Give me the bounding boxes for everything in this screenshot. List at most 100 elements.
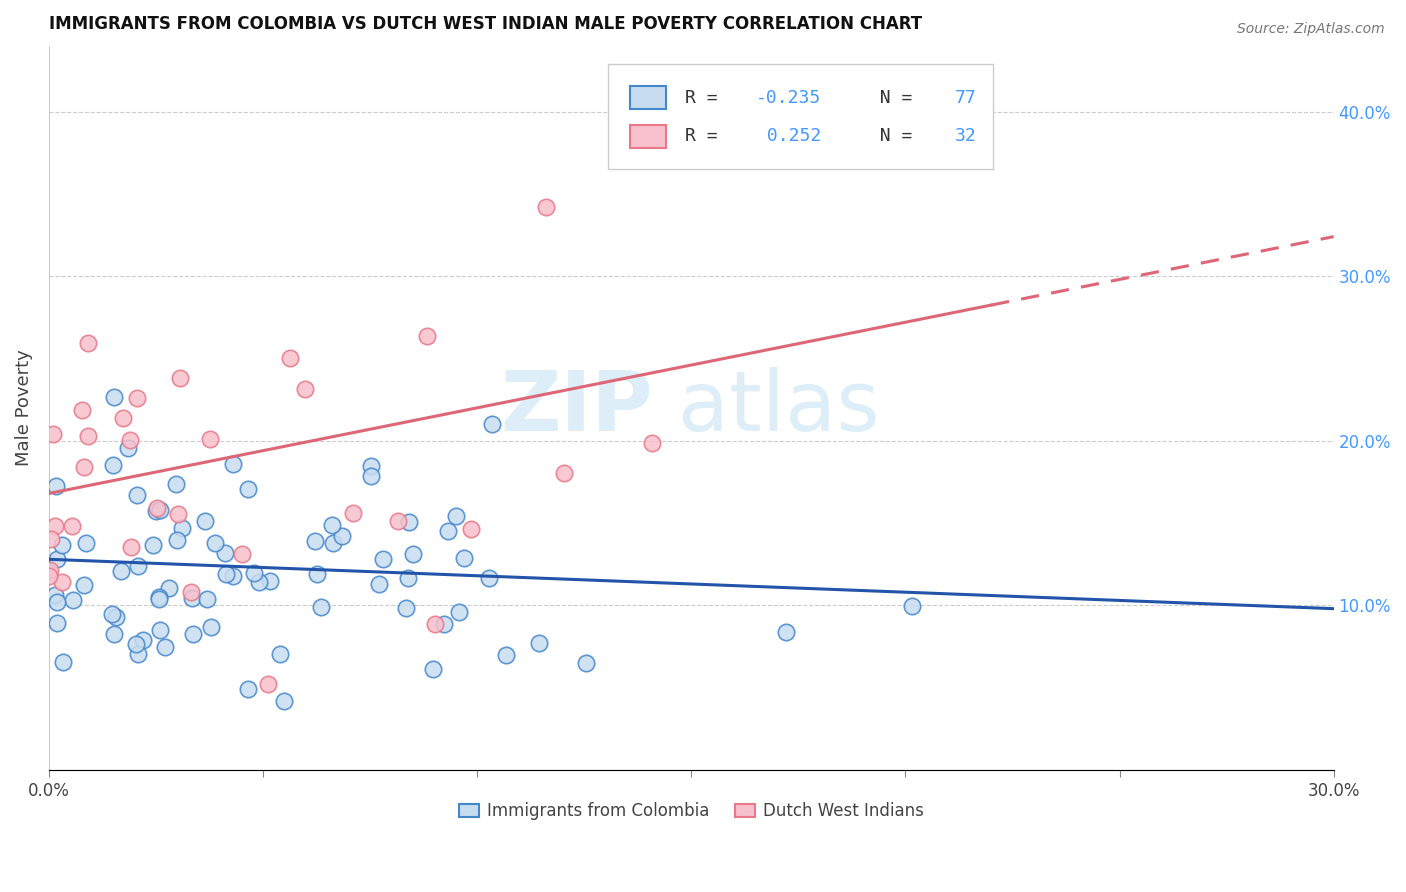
Point bbox=[342, 506, 364, 520]
Point bbox=[110, 564, 132, 578]
Text: N =: N = bbox=[858, 89, 924, 107]
Point bbox=[169, 371, 191, 385]
Point bbox=[125, 488, 148, 502]
Point bbox=[42, 426, 65, 441]
Point bbox=[553, 467, 575, 481]
Point bbox=[142, 538, 165, 552]
Point bbox=[101, 607, 124, 621]
Point bbox=[360, 458, 382, 473]
Point bbox=[478, 571, 501, 585]
Text: IMMIGRANTS FROM COLOMBIA VS DUTCH WEST INDIAN MALE POVERTY CORRELATION CHART: IMMIGRANTS FROM COLOMBIA VS DUTCH WEST I… bbox=[49, 15, 922, 33]
Point bbox=[294, 382, 316, 396]
Point bbox=[127, 647, 149, 661]
Point bbox=[259, 574, 281, 588]
Point bbox=[367, 576, 389, 591]
Point bbox=[181, 627, 204, 641]
Point bbox=[371, 551, 394, 566]
Point bbox=[180, 584, 202, 599]
Point bbox=[165, 477, 187, 491]
Point bbox=[45, 552, 67, 566]
Point bbox=[640, 436, 662, 450]
Point bbox=[45, 479, 67, 493]
Point bbox=[322, 536, 344, 550]
Point bbox=[44, 519, 66, 533]
Point bbox=[247, 575, 270, 590]
Text: 32: 32 bbox=[955, 128, 976, 145]
Point bbox=[269, 648, 291, 662]
Point bbox=[52, 655, 75, 669]
Point bbox=[73, 459, 96, 474]
Point bbox=[257, 676, 280, 690]
Point bbox=[148, 591, 170, 605]
Text: atlas: atlas bbox=[679, 368, 880, 449]
Point bbox=[103, 627, 125, 641]
Point bbox=[104, 609, 127, 624]
Point bbox=[236, 483, 259, 497]
Point bbox=[901, 599, 924, 614]
Point bbox=[166, 508, 188, 522]
Point bbox=[360, 469, 382, 483]
Point bbox=[131, 633, 153, 648]
Point bbox=[433, 617, 456, 632]
Text: R =: R = bbox=[685, 89, 728, 107]
Point bbox=[120, 540, 142, 554]
Point bbox=[444, 508, 467, 523]
Text: ZIP: ZIP bbox=[501, 368, 652, 449]
Point bbox=[76, 429, 98, 443]
Point bbox=[39, 563, 62, 577]
Point bbox=[395, 600, 418, 615]
Point bbox=[148, 591, 170, 606]
Point bbox=[204, 536, 226, 550]
Point bbox=[145, 504, 167, 518]
Point bbox=[447, 605, 470, 619]
Point bbox=[321, 518, 343, 533]
Point bbox=[305, 566, 328, 581]
Text: -0.235: -0.235 bbox=[755, 89, 821, 107]
Point bbox=[73, 578, 96, 592]
Point bbox=[111, 411, 134, 425]
Point bbox=[215, 566, 238, 581]
Point bbox=[127, 558, 149, 573]
Point bbox=[44, 588, 66, 602]
FancyBboxPatch shape bbox=[630, 87, 665, 110]
Point bbox=[72, 402, 94, 417]
Point bbox=[101, 458, 124, 472]
Point bbox=[534, 200, 557, 214]
Point bbox=[575, 656, 598, 670]
Point bbox=[273, 694, 295, 708]
Point bbox=[125, 637, 148, 651]
Point bbox=[157, 582, 180, 596]
Point bbox=[103, 390, 125, 404]
Point bbox=[198, 432, 221, 446]
Point bbox=[453, 550, 475, 565]
Point bbox=[309, 600, 332, 615]
FancyBboxPatch shape bbox=[607, 63, 993, 169]
Point bbox=[529, 636, 551, 650]
Point bbox=[481, 417, 503, 432]
Point bbox=[460, 522, 482, 536]
Point bbox=[396, 571, 419, 585]
Point bbox=[45, 615, 67, 630]
Legend: Immigrants from Colombia, Dutch West Indians: Immigrants from Colombia, Dutch West Ind… bbox=[453, 796, 931, 827]
Point bbox=[304, 534, 326, 549]
Point bbox=[170, 520, 193, 534]
Text: N =: N = bbox=[858, 128, 924, 145]
Point bbox=[51, 575, 73, 590]
Point bbox=[387, 514, 409, 528]
Point bbox=[422, 662, 444, 676]
Point bbox=[125, 391, 148, 405]
Point bbox=[149, 624, 172, 638]
Point bbox=[495, 648, 517, 662]
Text: Source: ZipAtlas.com: Source: ZipAtlas.com bbox=[1237, 22, 1385, 37]
Point bbox=[117, 441, 139, 455]
Point bbox=[775, 624, 797, 639]
Point bbox=[146, 501, 169, 516]
Point bbox=[332, 529, 354, 543]
Point bbox=[75, 536, 97, 550]
Point bbox=[221, 457, 243, 471]
Point bbox=[46, 595, 69, 609]
Point bbox=[278, 351, 301, 365]
Point bbox=[401, 547, 423, 561]
Point bbox=[423, 617, 446, 632]
Point bbox=[155, 640, 177, 654]
